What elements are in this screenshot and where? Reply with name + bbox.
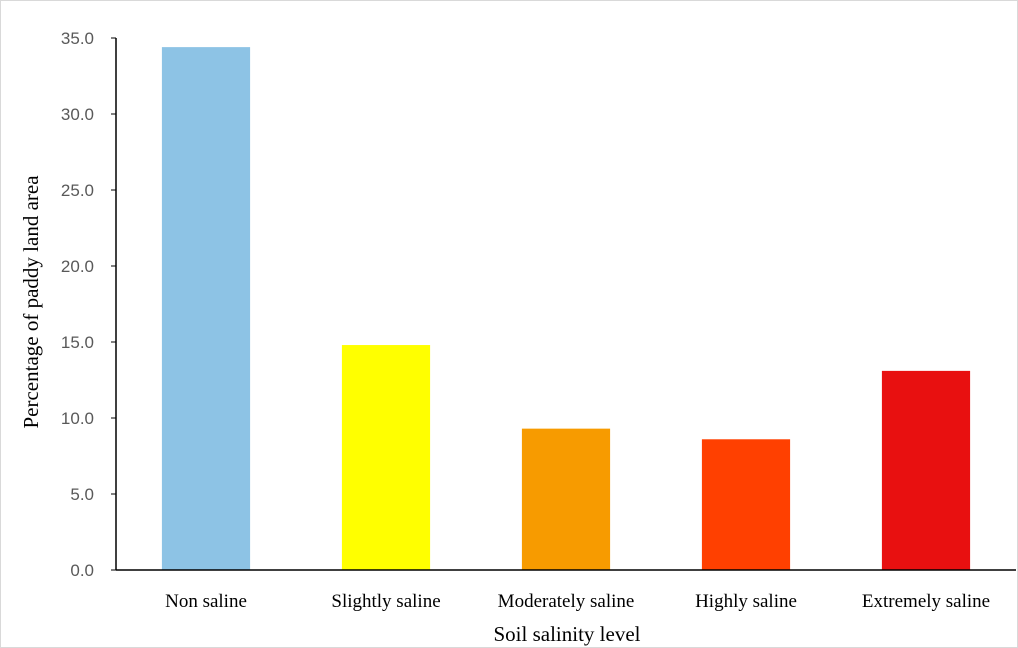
bar (701, 439, 791, 570)
y-axis-title: Percentage of paddy land area (19, 175, 43, 429)
x-tick-label: Slightly saline (331, 591, 440, 612)
y-tick-label: 20.0 (61, 257, 94, 276)
y-tick-label: 15.0 (61, 333, 94, 352)
bar (161, 47, 251, 571)
x-tick-label: Highly saline (695, 591, 797, 612)
y-tick-label: 30.0 (61, 105, 94, 124)
y-tick-label: 0.0 (70, 561, 94, 580)
y-tick-label: 25.0 (61, 181, 94, 200)
x-tick-label: Moderately saline (498, 591, 635, 612)
bar (881, 370, 971, 570)
bar (341, 345, 431, 570)
y-tick-label: 35.0 (61, 29, 94, 48)
y-axis-ticks: 0.0 5.0 10.0 15.0 20.0 25.0 30.0 35.0 (61, 29, 116, 580)
x-axis-title: Soil salinity level (494, 622, 641, 646)
y-tick-label: 10.0 (61, 409, 94, 428)
x-tick-label: Non saline (165, 591, 247, 612)
x-axis-ticks: Non saline Slightly saline Moderately sali… (165, 591, 990, 612)
y-tick-label: 5.0 (70, 485, 94, 504)
x-tick-label: Extremely saline (862, 591, 990, 612)
bars (161, 47, 971, 571)
bar (521, 428, 611, 570)
